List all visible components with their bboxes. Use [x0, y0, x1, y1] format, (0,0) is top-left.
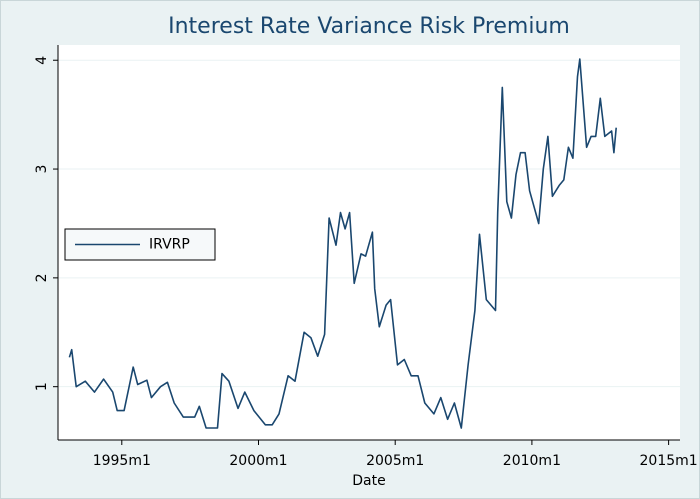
y-tick-label: 4	[34, 56, 50, 65]
x-axis-title: Date	[352, 473, 385, 489]
x-tick-label: 1995m1	[93, 453, 151, 469]
x-tick-label: 2000m1	[229, 453, 287, 469]
chart-title: Interest Rate Variance Risk Premium	[168, 14, 570, 39]
legend: IRVRP	[64, 228, 216, 261]
y-tick-label: 3	[34, 165, 50, 174]
x-tick-label: 2015m1	[640, 453, 698, 469]
y-tick-label: 1	[34, 382, 50, 391]
legend-label: IRVRP	[149, 237, 190, 253]
x-tick-label: 2005m1	[366, 453, 424, 469]
series-line	[68, 58, 617, 429]
y-tick-label: 2	[34, 273, 50, 282]
x-tick-label: 2010m1	[503, 453, 561, 469]
